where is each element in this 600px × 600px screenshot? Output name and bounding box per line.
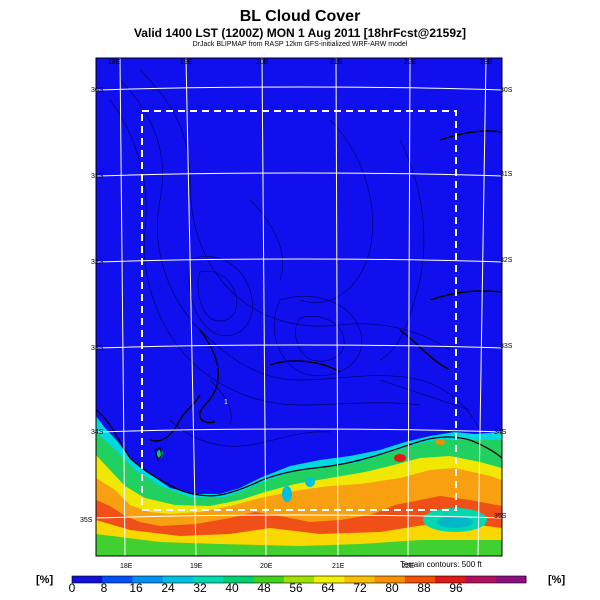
colorbar-frame xyxy=(71,575,527,584)
lat-label-left: 35S xyxy=(80,517,93,524)
colorbar-tick-label: 24 xyxy=(161,581,175,595)
lon-label-top: 18E xyxy=(108,59,121,66)
lat-label-right: 34S xyxy=(494,429,507,436)
lat-label-left: 34S xyxy=(91,429,104,436)
colorbar-swatch xyxy=(223,576,255,583)
colorbar-swatch xyxy=(193,576,224,583)
colorbar-tick-label: 56 xyxy=(289,581,303,595)
colorbar-tick-label: 48 xyxy=(257,581,271,595)
lon-label-bottom: 21E xyxy=(332,563,345,570)
colorbar-swatch xyxy=(404,576,436,583)
colorbar-tick-label: 16 xyxy=(129,581,143,595)
model-credit: DrJack BLIPMAP from RASP 12km GFS-initia… xyxy=(192,41,408,48)
lon-label-bottom: 18E xyxy=(120,563,133,570)
coastline xyxy=(96,409,502,497)
lon-label-top: 19E xyxy=(180,59,193,66)
colorbar-unit-left: [%] xyxy=(36,574,54,586)
coastline-cape xyxy=(154,447,163,462)
lat-label-left: 33S xyxy=(91,345,104,352)
cloud-spot-small xyxy=(305,477,315,487)
lon-label-bottom: 20E xyxy=(260,563,273,570)
lat-label-right: 30S xyxy=(500,87,513,94)
lon-label-top: 23E xyxy=(480,59,493,66)
colorbar-tick-label: 0 xyxy=(69,581,76,595)
subdomain-box xyxy=(141,110,457,511)
lat-label-left: 31S xyxy=(91,173,104,180)
colorbar-swatch xyxy=(314,576,345,583)
colorbar-tick-label: 64 xyxy=(321,581,335,595)
colorbar-swatch xyxy=(435,576,466,583)
colorbar-swatch xyxy=(253,576,285,583)
colorbar-swatch xyxy=(283,576,315,583)
colorbar: 0 8 16 24 32 40 48 56 64 72 80 88 96 xyxy=(69,575,527,595)
colorbar-swatch xyxy=(495,576,527,583)
lat-lon-grid xyxy=(96,58,502,556)
valid-time-subtitle: Valid 1400 LST (1200Z) MON 1 Aug 2011 [1… xyxy=(133,26,467,40)
lon-label-top: 21E xyxy=(330,59,343,66)
lat-label-left: 32S xyxy=(91,259,104,266)
colorbar-swatch xyxy=(162,576,194,583)
colorbar-tick-label: 72 xyxy=(353,581,367,595)
cloud-pocket-teal xyxy=(437,516,473,528)
colorbar-tick-label: 40 xyxy=(225,581,239,595)
lat-label-right: 33S xyxy=(500,343,513,350)
colorbar-tick-label: 32 xyxy=(193,581,207,595)
colorbar-unit-right: [%] xyxy=(548,574,566,586)
map-frame xyxy=(95,57,503,557)
colorbar-tick-label: 8 xyxy=(101,581,108,595)
colorbar-tick-label: 88 xyxy=(417,581,431,595)
colorbar-swatch xyxy=(465,576,497,583)
lat-label-right: 35S xyxy=(494,513,507,520)
colorbar-swatch xyxy=(102,576,134,583)
lon-label-top: 20E xyxy=(256,59,269,66)
map-title: BL Cloud Cover xyxy=(239,8,361,25)
colorbar-tick-label: 96 xyxy=(449,581,463,595)
colorbar-swatch xyxy=(344,576,376,583)
cloud-field-lower-green xyxy=(96,534,502,556)
cloud-hotspot xyxy=(394,454,406,462)
terrain-contours-bold xyxy=(149,130,502,442)
lat-label-right: 32S xyxy=(500,257,513,264)
inner-marker-label: 1 xyxy=(224,399,228,406)
cloud-hotspot xyxy=(435,439,445,445)
lon-label-bottom: 22E xyxy=(402,563,415,570)
colorbar-swatch xyxy=(72,576,103,583)
colorbar-tick-label: 80 xyxy=(385,581,399,595)
colorbar-swatch xyxy=(132,576,164,583)
lon-label-top: 22E xyxy=(404,59,417,66)
lat-label-right: 31S xyxy=(500,171,513,178)
terrain-contour-note: Terrain contours: 500 ft xyxy=(400,560,482,569)
cloud-spot-small xyxy=(282,486,292,502)
lat-label-left: 30S xyxy=(91,87,104,94)
colorbar-swatch xyxy=(374,576,406,583)
lon-label-bottom: 19E xyxy=(190,563,203,570)
